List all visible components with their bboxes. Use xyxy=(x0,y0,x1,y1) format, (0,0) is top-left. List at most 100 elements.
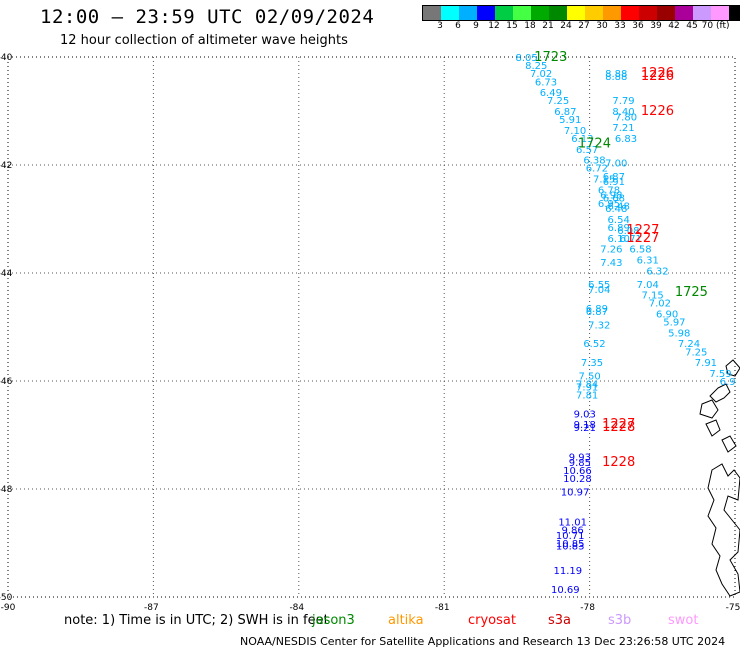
swh-value-label: 6.87 xyxy=(603,172,625,183)
swh-value-label: 6.55 xyxy=(588,280,610,291)
coastline-segment xyxy=(709,383,731,403)
coastline-segment xyxy=(699,399,719,419)
colorbar-swatch xyxy=(549,6,567,20)
swh-value-label: 8.40 xyxy=(612,107,634,118)
swh-value-label: 7.24 xyxy=(678,339,700,350)
footer-credit: NOAA/NESDIS Center for Satellite Applica… xyxy=(240,635,726,648)
swh-value-label: 6.91 xyxy=(603,177,625,188)
swh-value-label: 6.31 xyxy=(637,256,659,267)
swh-value-label: 9.93 xyxy=(569,453,591,464)
swh-value-label: 6.87 xyxy=(554,107,576,118)
swh-value-label: 8.05 xyxy=(515,53,537,64)
swh-value-label: 7.02 xyxy=(530,69,552,80)
swh-value-label: 10.85 xyxy=(556,539,585,550)
pass-time-label: 1227 xyxy=(626,231,659,246)
pass-time-label: 1724 xyxy=(578,136,611,151)
swh-value-label: 6.78 xyxy=(598,185,620,196)
swh-value-label: 9.03 xyxy=(574,409,596,420)
swh-value-label: 6.87 xyxy=(586,307,608,318)
swh-value-label: 11.01 xyxy=(558,517,587,528)
swh-value-label: 6.89 xyxy=(586,304,608,315)
swh-value-label: 5.97 xyxy=(663,318,685,329)
colorbar-label: 21 xyxy=(542,21,554,31)
swh-value-label: 7.10 xyxy=(564,126,586,137)
coastline-segment xyxy=(707,463,740,597)
colorbar-swatch xyxy=(477,6,495,20)
pass-time-label: 1226 xyxy=(641,66,674,81)
swh-value-label: 7.25 xyxy=(547,96,569,107)
swh-value-label: 6.90 xyxy=(656,310,678,321)
colorbar-swatch xyxy=(513,6,531,20)
colorbar-label: 18 xyxy=(524,21,536,31)
swh-value-label: 7.81 xyxy=(576,391,598,402)
swh-value-label: 6.48 xyxy=(605,204,627,215)
swh-value-label: 6.10 xyxy=(608,234,630,245)
swh-value-label: 10.28 xyxy=(563,474,592,485)
x-tick-label: -78 xyxy=(580,603,595,612)
swh-value-label: 6.13 xyxy=(571,134,593,145)
plot-axes: -90 -87 -84 -81 -78 -75 -40 -42 -44 -46 -48 -50 xyxy=(0,53,740,612)
swh-value-label: 7.25 xyxy=(685,347,707,358)
pass-time-label: 1228 xyxy=(602,455,635,470)
pass-time-label: 1227 xyxy=(626,223,659,238)
data-marks: 8.058.257.026.736.497.256.875.917.106.13… xyxy=(515,50,735,596)
colorbar-label: 33 xyxy=(614,21,626,31)
colorbar-swatch xyxy=(621,6,639,20)
swh-value-label: 8.88 xyxy=(605,72,627,83)
colorbar-swatch xyxy=(729,6,740,20)
y-tick-label: -46 xyxy=(0,377,13,387)
swh-value-label: 7.80 xyxy=(615,112,637,123)
y-tick-label: -42 xyxy=(0,161,12,171)
x-tick-label: -75 xyxy=(726,603,740,612)
coastline-segment xyxy=(721,435,737,453)
colorbar-label: 30 xyxy=(596,21,608,31)
pass-time-label: 1725 xyxy=(675,285,708,300)
swh-value-label: 6.68 xyxy=(603,193,625,204)
y-tick-label: -44 xyxy=(0,269,13,279)
swh-value-label: 7.04 xyxy=(637,280,659,291)
satellite-legend-item: swot xyxy=(668,613,699,628)
swh-value-label: 6.52 xyxy=(583,339,605,350)
wave-height-plot: -90 -87 -84 -81 -78 -75 -40 -42 -44 -46 -48 -50 8.0… xyxy=(0,50,740,612)
colorbar-swatch xyxy=(603,6,621,20)
satellite-legend-item: s3a xyxy=(548,613,572,628)
swh-value-label: 6.58 xyxy=(629,245,651,256)
colorbar-swatch xyxy=(567,6,585,20)
swh-value-label: 8.88 xyxy=(605,69,627,80)
satellite-legend-item: altika xyxy=(388,613,424,628)
swh-value-label: 9.86 xyxy=(562,526,584,537)
swh-value-label: 10.83 xyxy=(556,542,585,553)
colorbar-swatch xyxy=(657,6,675,20)
swh-value-label: 6.9 xyxy=(720,377,736,388)
colorbar xyxy=(422,5,740,21)
colorbar-swatch xyxy=(423,6,441,20)
swh-value-label: 5.98 xyxy=(668,328,690,339)
swh-value-label: 7.15 xyxy=(641,291,663,302)
swh-value-label: 6.98 xyxy=(600,191,622,202)
colorbar-label: 15 xyxy=(506,21,518,31)
swh-value-label: 6.71 xyxy=(620,234,642,245)
swh-value-label: 6.49 xyxy=(540,88,562,99)
coastline-segment xyxy=(725,359,740,377)
colorbar-label: 70 (ft) xyxy=(701,21,730,31)
colorbar-swatch xyxy=(495,6,513,20)
swh-value-label: 6.08 xyxy=(617,226,639,237)
swh-value-label: 5.91 xyxy=(559,115,581,126)
swh-value-label: 10.97 xyxy=(561,488,590,499)
swh-value-label: 6.32 xyxy=(646,266,668,277)
swh-value-label: 6.83 xyxy=(615,134,637,145)
colorbar-label: 36 xyxy=(632,21,644,31)
x-tick-label: -84 xyxy=(289,603,304,612)
swh-value-label: 6.89 xyxy=(608,223,630,234)
swh-value-label: 10.69 xyxy=(551,585,580,596)
colorbar-label: 42 xyxy=(668,21,680,31)
swh-value-label: 7.35 xyxy=(581,358,603,369)
swh-value-label: 9.85 xyxy=(569,458,591,469)
swh-value-label: 8.25 xyxy=(525,61,547,72)
colorbar-swatch xyxy=(711,6,729,20)
x-tick-label: -81 xyxy=(435,603,450,612)
y-tick-label: -48 xyxy=(0,485,13,495)
colorbar-swatch xyxy=(675,6,693,20)
colorbar-swatch xyxy=(585,6,603,20)
colorbar-label: 9 xyxy=(473,21,479,31)
